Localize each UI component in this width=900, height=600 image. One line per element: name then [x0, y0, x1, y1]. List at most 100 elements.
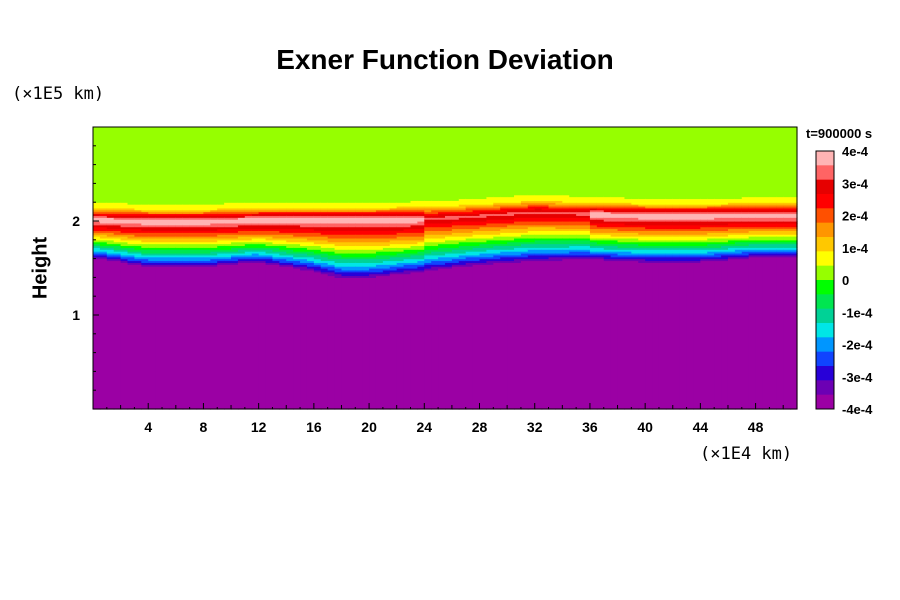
heatmap-cell [403, 215, 412, 218]
heatmap-cell [424, 127, 432, 201]
heatmap-cell [479, 224, 488, 228]
heatmap-cell [520, 209, 529, 213]
heatmap-cell [438, 234, 446, 239]
heatmap-cell [265, 247, 274, 250]
heatmap-cell [458, 213, 467, 216]
heatmap-cell [617, 251, 626, 256]
time-label: t=900000 s [806, 126, 873, 141]
heatmap-cell [707, 254, 715, 258]
heatmap-cell [672, 249, 681, 254]
heatmap-cell [389, 213, 398, 216]
heatmap-cell [652, 247, 660, 250]
heatmap-cell [431, 219, 439, 224]
heatmap-cell [120, 254, 129, 258]
heatmap-cell [686, 221, 695, 226]
heatmap-cell [451, 200, 460, 207]
heatmap-cell [445, 200, 453, 207]
heatmap-cell [693, 209, 701, 213]
heatmap-cell [148, 219, 156, 226]
heatmap-cell [472, 224, 481, 230]
heatmap-cell [776, 254, 784, 258]
heatmap-cell [148, 266, 156, 410]
heatmap-cell [541, 224, 550, 228]
heatmap-cell [320, 262, 329, 267]
heatmap-cell [224, 217, 232, 220]
heatmap-cell [555, 209, 563, 213]
heatmap-cell [700, 256, 708, 260]
heatmap-cell [693, 247, 701, 250]
heatmap-cell [120, 262, 129, 410]
heatmap-cell [458, 241, 467, 247]
heatmap-cell [237, 127, 246, 203]
heatmap-cell [410, 249, 418, 254]
heatmap-cell [624, 213, 632, 218]
heatmap-cell [313, 271, 322, 410]
heatmap-cell [300, 228, 308, 233]
heatmap-cell [327, 275, 336, 410]
heatmap-cell [769, 205, 777, 209]
heatmap-cell [672, 198, 681, 205]
heatmap-cell [162, 254, 170, 258]
heatmap-cell [638, 230, 646, 235]
heatmap-cell [693, 204, 701, 207]
heatmap-cell [120, 234, 129, 237]
heatmap-cell [251, 234, 260, 237]
heatmap-cell [327, 258, 336, 262]
heatmap-cell [534, 211, 543, 215]
heatmap-cell [403, 243, 412, 248]
heatmap-cell [693, 252, 701, 256]
heatmap-cell [569, 196, 577, 203]
heatmap-cell [334, 241, 343, 247]
heatmap-cell [231, 232, 239, 235]
heatmap-cell [748, 236, 757, 241]
heatmap-cell [721, 198, 729, 205]
heatmap-cell [451, 243, 460, 248]
heatmap-cell [583, 249, 591, 252]
heatmap-cell [451, 213, 460, 216]
heatmap-cell [237, 262, 246, 410]
heatmap-cell [237, 249, 246, 254]
heatmap-cell [293, 127, 301, 203]
heatmap-cell [355, 258, 363, 263]
heatmap-cell [479, 211, 488, 215]
heatmap-cell [369, 202, 377, 209]
heatmap-cell [348, 252, 356, 258]
heatmap-cell [355, 234, 363, 239]
heatmap-cell [217, 217, 225, 220]
heatmap-cell [168, 211, 177, 215]
heatmap-cell [727, 204, 736, 207]
heatmap-cell [224, 232, 232, 235]
heatmap-cell [686, 205, 695, 209]
heatmap-cell [527, 200, 536, 203]
heatmap-cell [465, 256, 474, 262]
heatmap-cell [313, 207, 322, 211]
heatmap-cell [665, 247, 674, 250]
heatmap-cell [293, 207, 301, 211]
heatmap-cell [127, 226, 136, 230]
heatmap-cell [472, 213, 481, 216]
heatmap-cell [196, 249, 205, 254]
heatmap-cell [665, 198, 674, 205]
heatmap-cell [120, 228, 129, 233]
heatmap-cell [721, 230, 729, 233]
heatmap-cell [693, 219, 701, 222]
heatmap-cell [148, 243, 156, 248]
heatmap-cell [189, 247, 198, 250]
heatmap-cell [93, 243, 101, 247]
heatmap-cell [93, 224, 101, 228]
heatmap-cell [189, 213, 198, 216]
heatmap-cell [231, 228, 239, 233]
heatmap-cell [727, 127, 736, 200]
colorbar-tick-label: -3e-4 [842, 370, 873, 385]
heatmap-cell [168, 241, 177, 245]
heatmap-cell [175, 262, 184, 265]
heatmap-cell [224, 202, 232, 209]
heatmap-cell [686, 236, 695, 241]
heatmap-cell [203, 264, 211, 267]
heatmap-cell [155, 237, 163, 243]
heatmap-cell [375, 237, 384, 243]
heatmap-cell [652, 241, 660, 247]
heatmap-cell [431, 266, 439, 271]
heatmap-cell [341, 226, 349, 231]
heatmap-cell [714, 260, 722, 410]
